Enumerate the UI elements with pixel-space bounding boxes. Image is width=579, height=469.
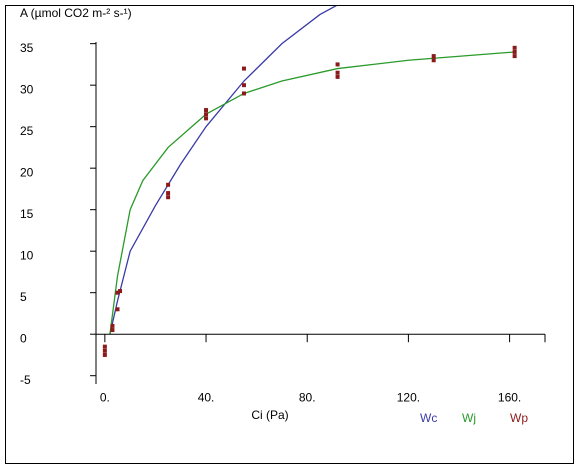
data-point — [431, 58, 436, 63]
curve — [109, 51, 515, 335]
data-point — [512, 54, 517, 59]
y-tick-label: 0 — [20, 331, 27, 345]
data-point — [204, 112, 209, 117]
y-tick-label: 20 — [20, 165, 34, 179]
data-point — [115, 290, 120, 295]
y-tick-label: 5 — [20, 290, 27, 304]
x-axis-label: Ci (Pa) — [251, 408, 288, 422]
data-point — [110, 328, 115, 333]
data-point — [241, 83, 246, 88]
data-point — [166, 191, 171, 196]
plot — [102, 6, 517, 357]
legend-label: Wj — [462, 411, 476, 425]
curve — [109, 6, 337, 335]
data-point — [102, 352, 107, 357]
data-point — [512, 45, 517, 50]
data-point — [204, 108, 209, 113]
y-tick-label: 30 — [20, 82, 34, 96]
data-point — [512, 49, 517, 54]
x-tick-label: 0. — [100, 390, 110, 404]
x-tick-label: 40. — [198, 390, 215, 404]
data-point — [241, 66, 246, 71]
x-tick-label: 80. — [299, 390, 316, 404]
data-point — [102, 344, 107, 349]
y-tick-label: 10 — [20, 248, 34, 262]
y-tick-label: 15 — [20, 207, 34, 221]
data-point — [166, 195, 171, 200]
legend-label: Wc — [420, 411, 437, 425]
data-point — [431, 54, 436, 59]
y-tick-label: -5 — [20, 373, 31, 387]
y-tick-label: 35 — [20, 41, 34, 55]
data-point — [335, 74, 340, 79]
y-axis-label: A (µmol CO2 m-² s-¹) — [20, 6, 132, 20]
data-point — [335, 62, 340, 67]
data-point — [166, 182, 171, 187]
frame — [5, 5, 574, 464]
data-point — [241, 91, 246, 96]
data-point — [102, 348, 107, 353]
x-tick-label: 120. — [397, 390, 420, 404]
x-tick-label: 160. — [498, 390, 521, 404]
data-point — [115, 307, 120, 312]
data-point — [335, 70, 340, 75]
legend-label: Wp — [510, 411, 528, 425]
y-tick-label: 25 — [20, 124, 34, 138]
data-point — [118, 289, 123, 294]
data-point — [204, 116, 209, 121]
data-point — [110, 323, 115, 328]
